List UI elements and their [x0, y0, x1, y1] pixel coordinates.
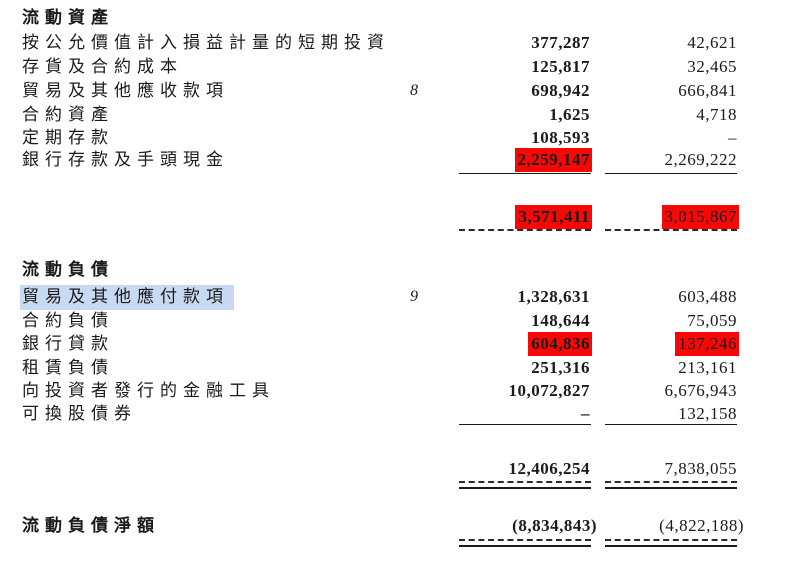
total-row-current-liabilities: 12,406,254 7,838,055 [0, 457, 794, 480]
amount-prior: 603,488 [678, 287, 737, 306]
line-item-label: 按公允價值計入損益計量的短期投資 [22, 33, 390, 52]
total-rule-solid [605, 487, 737, 489]
line-item-label: 合約資產 [22, 105, 114, 124]
section-heading-label: 流動資產 [22, 8, 114, 27]
subtotal-row-current-assets: 3,571,411 3,015,867 [0, 205, 794, 229]
amount-current: 148,644 [531, 311, 590, 330]
amount-prior: 132,158 [678, 404, 737, 423]
total-rule-dashed [459, 481, 591, 483]
amount-prior: 666,841 [678, 81, 737, 100]
note-reference: 8 [410, 82, 418, 99]
line-item-label: 向投資者發行的金融工具 [22, 381, 275, 400]
total-current: 12,406,254 [508, 459, 590, 478]
amount-current: 125,817 [531, 57, 590, 76]
amount-current: 251,316 [531, 358, 590, 377]
net-rule-solid [605, 545, 737, 547]
paren-amount: (8,834,843) [512, 516, 597, 535]
line-item-label: 可換股債券 [22, 404, 137, 423]
amount-prior: 32,465 [687, 57, 737, 76]
amount-prior: 4,718 [696, 105, 737, 124]
line-item-label: 存貨及合約成本 [22, 57, 183, 76]
net-rule-dashed [605, 539, 737, 541]
amount-prior: 2,269,222 [664, 150, 737, 169]
paren-amount: (4,822,188) [659, 516, 744, 535]
line-item-row: 合約資產 1,625 4,718 [0, 103, 794, 126]
line-item-label: 定期存款 [22, 128, 114, 147]
amount-prior: 42,621 [687, 33, 737, 52]
line-item-label: 貿易及其他應收款項 [22, 81, 229, 100]
net-amount-current: (8,834,843) [455, 514, 596, 537]
section-heading-current-liabilities: 流動負債 [0, 258, 794, 281]
total-prior: 7,838,055 [664, 459, 737, 478]
line-item-row: 銀行貸款 604,836 137,246 [0, 332, 794, 356]
amount-current: 377,287 [531, 33, 590, 52]
red-highlighted-amount: 137,246 [675, 332, 739, 356]
blue-selected-text: 貿易及其他應付款項 [20, 285, 234, 310]
amount-current: – [581, 404, 590, 423]
line-item-label: 銀行貸款 [22, 334, 114, 353]
line-item-row: 租賃負債 251,316 213,161 [0, 356, 794, 379]
line-item-row: 銀行存款及手頭現金 2,259,147 2,269,222 [0, 148, 794, 172]
subtotal-rule [605, 229, 737, 231]
amount-prior: 6,676,943 [664, 381, 737, 400]
line-item-label: 貿易及其他應付款項 [20, 285, 234, 310]
net-current-liabilities-label: 流動負債淨額 [22, 516, 160, 535]
net-current-liabilities-row: 流動負債淨額 (8,834,843) (4,822,188) [0, 514, 794, 537]
line-item-row: 可換股債券 – 132,158 [0, 402, 794, 425]
line-item-row: 向投資者發行的金融工具 10,072,827 6,676,943 [0, 379, 794, 402]
amount-current: 1,328,631 [517, 287, 590, 306]
sum-rule [605, 424, 737, 425]
red-highlighted-amount: 2,259,147 [514, 148, 592, 172]
net-amount-prior: (4,822,188) [602, 514, 743, 537]
section-heading-current-assets: 流動資產 [0, 6, 794, 29]
total-rule-solid [459, 487, 591, 489]
amount-prior: 75,059 [687, 311, 737, 330]
note-reference: 9 [410, 288, 418, 305]
line-item-label: 合約負債 [22, 311, 114, 330]
subtotal-prior: 3,015,867 [602, 205, 739, 229]
amount-current: 698,942 [531, 81, 590, 100]
line-item-label: 銀行存款及手頭現金 [22, 150, 229, 169]
net-rule-solid [459, 545, 591, 547]
section-heading-label: 流動負債 [22, 260, 114, 279]
sum-rule [459, 424, 591, 425]
subtotal-current: 3,571,411 [455, 205, 592, 229]
line-item-label: 租賃負債 [22, 358, 114, 377]
red-highlighted-amount: 3,571,411 [515, 205, 592, 229]
red-highlighted-amount: 3,015,867 [661, 205, 739, 229]
amount-prior: 213,161 [678, 358, 737, 377]
amount-prior: 137,246 [602, 332, 739, 356]
amount-prior: – [728, 128, 737, 147]
line-item-row: 存貨及合約成本 125,817 32,465 [0, 55, 794, 78]
sum-rule [459, 173, 591, 174]
line-item-row: 定期存款 108,593 – [0, 126, 794, 149]
sum-rule [605, 173, 737, 174]
line-item-row: 合約負債 148,644 75,059 [0, 309, 794, 332]
amount-current: 604,836 [455, 332, 592, 356]
amount-current: 2,259,147 [455, 148, 592, 172]
total-rule-dashed [605, 481, 737, 483]
net-rule-dashed [459, 539, 591, 541]
line-item-row: 貿易及其他應收款項 8 698,942 666,841 [0, 79, 794, 102]
amount-current: 10,072,827 [508, 381, 590, 400]
line-item-row: 貿易及其他應付款項 9 1,328,631 603,488 [0, 285, 794, 310]
subtotal-rule [459, 229, 591, 231]
line-item-row: 按公允價值計入損益計量的短期投資 377,287 42,621 [0, 31, 794, 54]
amount-current: 108,593 [531, 128, 590, 147]
red-highlighted-amount: 604,836 [528, 332, 592, 356]
amount-current: 1,625 [549, 105, 590, 124]
